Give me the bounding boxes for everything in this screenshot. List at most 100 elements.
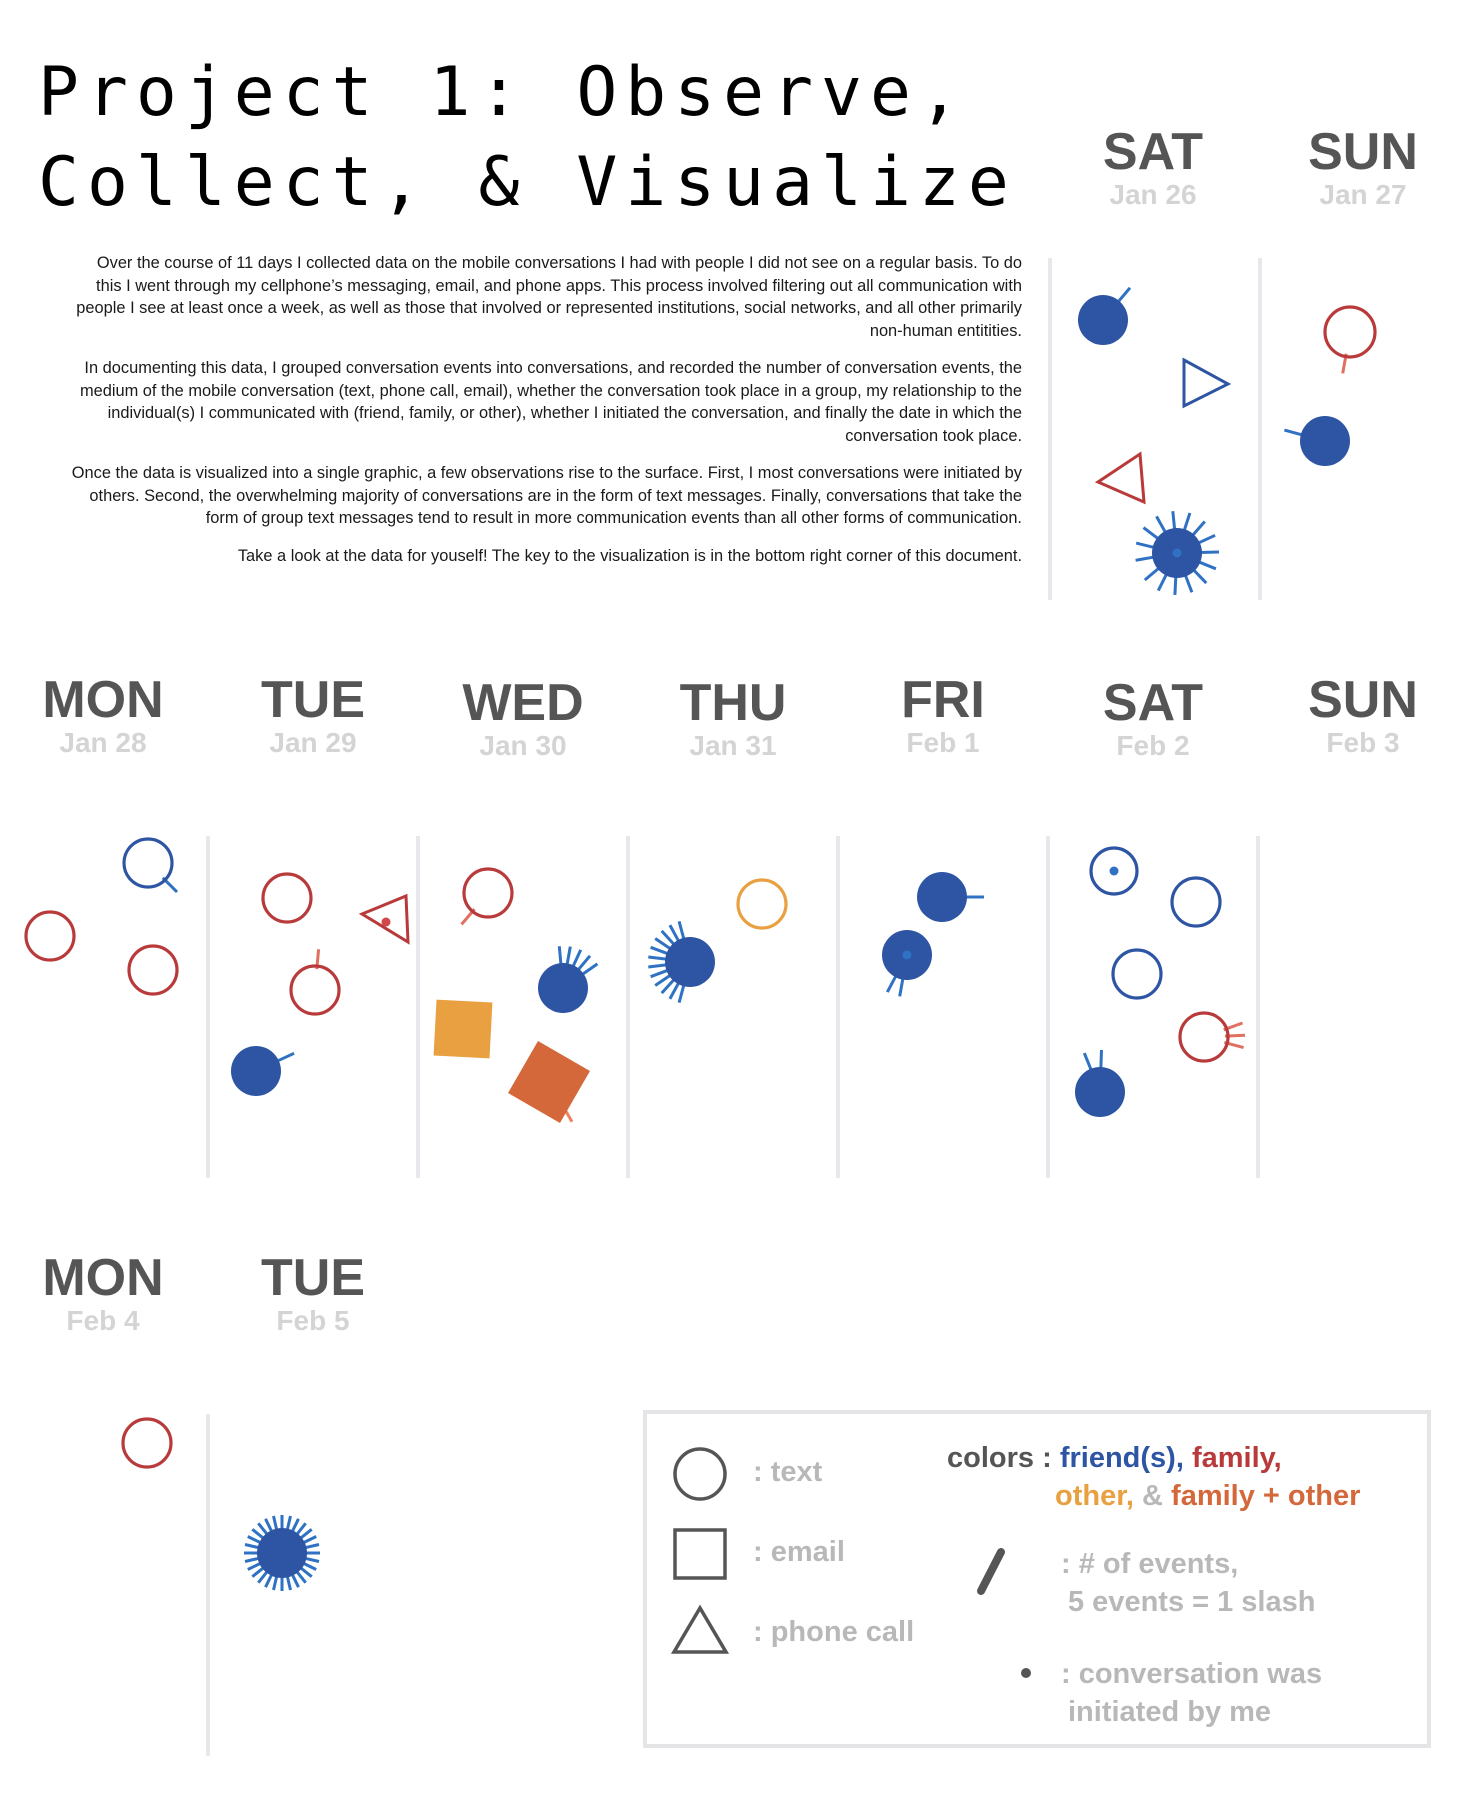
event-slash: [1191, 567, 1208, 585]
initiated-dot: [1172, 548, 1182, 558]
text-circle-mark: [1323, 305, 1377, 359]
conversation-glyph: [122, 837, 179, 894]
conversation-glyph: [648, 921, 715, 1003]
event-slash: [1082, 1052, 1094, 1073]
event-slash: [1198, 550, 1220, 554]
day-header-sat-jan-26: SAT Jan 26: [1053, 124, 1253, 210]
event-slash: [1115, 286, 1132, 305]
conversation-glyph: [1094, 451, 1146, 505]
conversation-glyph: [24, 910, 76, 962]
event-slash: [1196, 533, 1216, 546]
event-slash: [898, 976, 905, 997]
day-name: SUN: [1308, 123, 1418, 181]
conversation-glyph: [1178, 1011, 1246, 1063]
day-date: Feb 5: [276, 1305, 350, 1336]
text-circle-mark: [1078, 295, 1128, 345]
event-slash: [1099, 1049, 1103, 1071]
conversation-glyph: [121, 1417, 173, 1469]
event-slash: [570, 949, 583, 969]
day-name: WED: [462, 674, 584, 732]
legend-circle-icon: [673, 1447, 727, 1501]
event-slash: [648, 963, 669, 969]
intro-paragraph: Take a look at the data for youself! The…: [237, 546, 1022, 565]
legend-colors-line-1: colors : friend(s), family,: [947, 1442, 1282, 1475]
conversation-glyph: [433, 999, 493, 1059]
legend-events-line-1: : # of events,: [1061, 1548, 1239, 1580]
day-divider: [416, 836, 420, 1178]
day-divider: [206, 836, 210, 1178]
conversation-glyph: [1284, 416, 1350, 466]
legend-colors-label: colors :: [947, 1442, 1052, 1474]
conversation-glyph: [244, 1515, 320, 1591]
legend-triangle-icon: [670, 1604, 730, 1654]
conversation-glyph: [1089, 846, 1139, 896]
conversation-glyph: [1135, 511, 1220, 595]
event-slash: [1284, 428, 1305, 437]
day-name: SAT: [1102, 123, 1204, 181]
event-slash: [654, 937, 673, 951]
day-divider: [206, 1414, 210, 1756]
title-line-1: Project 1: Observe,: [38, 53, 968, 132]
legend-phone-label: : phone call: [753, 1616, 915, 1648]
event-slash: [1135, 555, 1156, 562]
intro-paragraph: Once the data is visualized into a singl…: [71, 464, 1022, 527]
day-divider: [1258, 258, 1262, 600]
event-slash: [1196, 559, 1217, 571]
day-name: FRI: [901, 671, 985, 729]
day-header-tue-feb-5: TUE Feb 5: [213, 1250, 413, 1336]
legend-colors-line-2: other, & family + other: [1055, 1480, 1360, 1513]
day-header-fri-feb-1: FRI Feb 1: [843, 672, 1043, 758]
day-header-thu-jan-31: THU Jan 31: [633, 675, 833, 761]
text-circle-mark: [127, 944, 179, 996]
day-date: Jan 29: [269, 727, 357, 758]
conversation-glyph: [917, 872, 984, 922]
day-name: MON: [42, 1249, 164, 1307]
event-slash: [565, 946, 572, 967]
event-slash: [885, 973, 899, 993]
text-circle-mark: [1300, 416, 1350, 466]
text-circle-mark: [538, 963, 588, 1013]
legend-text-label: : text: [753, 1456, 823, 1488]
event-slash: [648, 955, 669, 961]
legend-initiated-line-1: : conversation was: [1061, 1658, 1323, 1690]
event-slash: [654, 973, 673, 987]
conversation-glyph: [1170, 876, 1222, 928]
event-slash: [1190, 520, 1206, 538]
legend-family-label: family,: [1191, 1442, 1282, 1474]
email-square-mark: [433, 999, 493, 1059]
legend-other-label: other,: [1055, 1480, 1134, 1512]
conversation-glyph: [1111, 948, 1163, 1000]
event-slash: [668, 980, 681, 1000]
event-slash: [660, 977, 677, 995]
intro-paragraph: In documenting this data, I grouped conv…: [79, 359, 1022, 445]
text-circle-mark: [24, 910, 76, 962]
initiated-dot: [1109, 866, 1119, 876]
day-divider: [626, 836, 630, 1178]
event-slash: [1135, 541, 1156, 550]
intro-paragraph: Over the course of 11 days I collected d…: [76, 254, 1022, 340]
event-slash: [1173, 574, 1178, 595]
day-header-mon-jan-28: MON Jan 28: [3, 672, 203, 758]
phone-triangle-mark: [1094, 451, 1146, 505]
text-circle-mark: [289, 964, 341, 1016]
initiated-dot: [902, 950, 912, 960]
conversation-glyph: [127, 944, 179, 996]
day-name: THU: [679, 674, 787, 732]
conversation-glyph: [358, 893, 410, 945]
event-slash: [660, 929, 677, 947]
phone-triangle-mark: [1182, 357, 1232, 409]
text-circle-mark: [257, 1528, 307, 1578]
legend-shapes: [670, 1447, 1031, 1678]
event-slash: [677, 921, 686, 942]
day-name: SAT: [1102, 674, 1204, 732]
event-slash: [1183, 573, 1194, 593]
legend-friend-label: friend(s),: [1059, 1442, 1184, 1474]
event-slash: [650, 945, 670, 956]
title-line-2: Collect, & Visualize: [38, 143, 1017, 222]
day-date: Jan 27: [1319, 179, 1407, 210]
day-name: MON: [42, 671, 164, 729]
conversation-glyph: [882, 930, 932, 997]
conversation-glyph: [460, 867, 514, 926]
text-circle-mark: [1111, 948, 1163, 1000]
day-date: Jan 31: [689, 730, 777, 761]
